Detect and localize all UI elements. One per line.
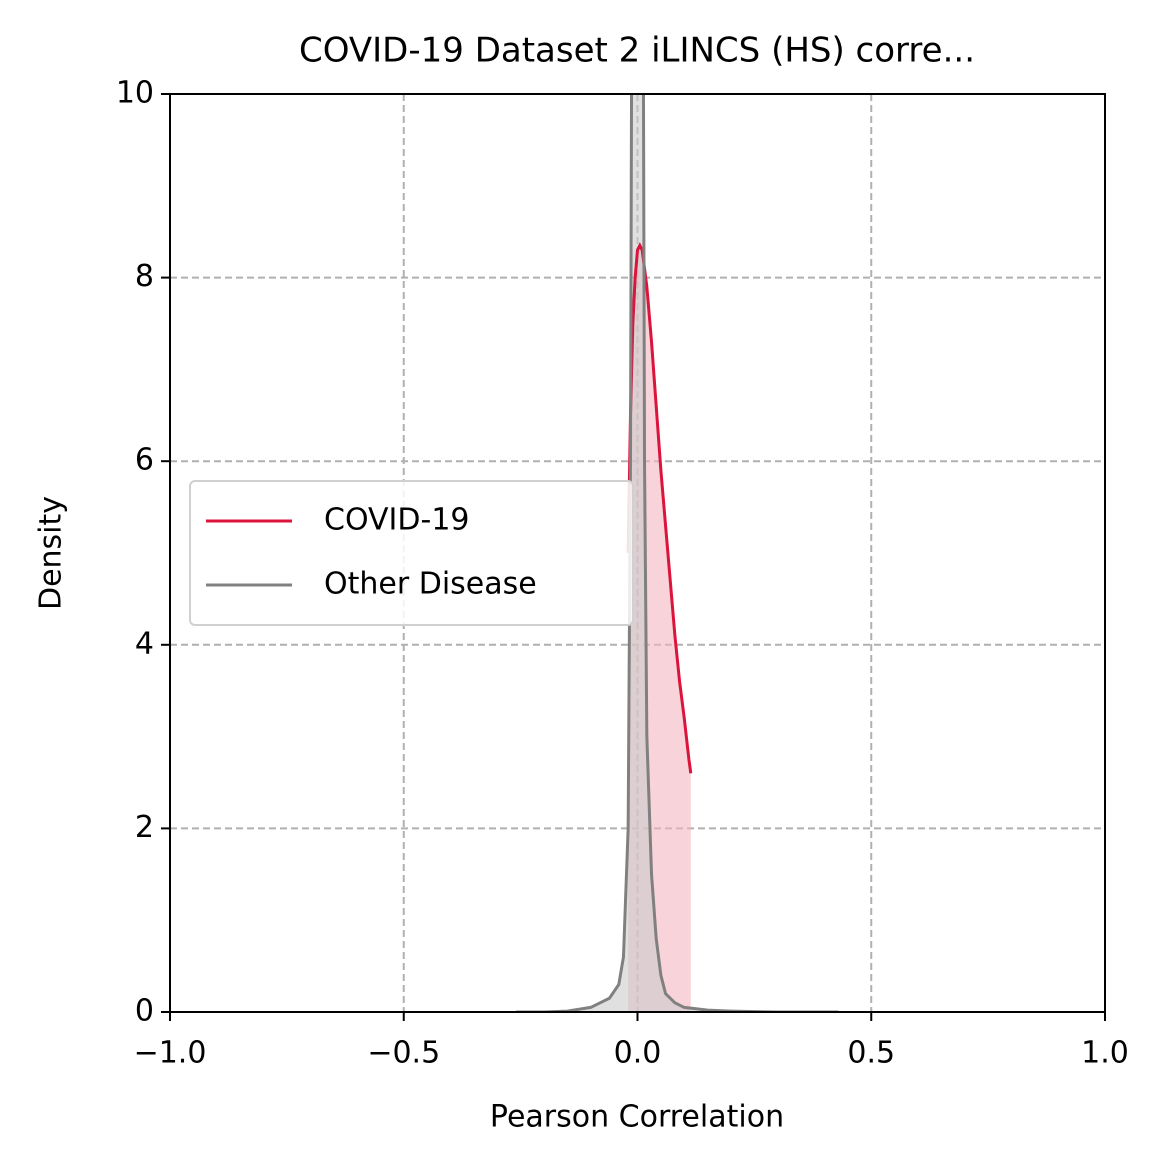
x-tick-label: 1.0 [1081, 1036, 1129, 1071]
density-line [626, 242, 693, 774]
x-tick-label: 0.5 [847, 1036, 895, 1071]
chart-title: COVID-19 Dataset 2 iLINCS (HS) corre... [299, 31, 975, 71]
density-line [515, 94, 839, 1012]
y-axis-label: Density [34, 496, 69, 610]
y-tick-label: 0 [135, 994, 154, 1029]
legend-label: Other Disease [324, 567, 537, 602]
x-tick-label: −1.0 [134, 1036, 207, 1071]
y-tick-label: 2 [135, 810, 154, 845]
y-tick-label: 6 [135, 443, 154, 478]
legend: COVID-19 Other Disease [189, 480, 634, 626]
x-axis-label: Pearson Correlation [490, 1100, 784, 1135]
y-tick-label: 4 [135, 626, 154, 661]
plot-area [515, 94, 839, 1012]
y-tick-label: 8 [135, 259, 154, 294]
legend-label: COVID-19 [324, 503, 470, 538]
x-tick-label: 0.0 [614, 1036, 662, 1071]
y-tick-label: 10 [116, 76, 154, 111]
legend-box [189, 480, 634, 626]
plot-frame [169, 93, 1106, 1013]
x-tick-label: −0.5 [367, 1036, 440, 1071]
